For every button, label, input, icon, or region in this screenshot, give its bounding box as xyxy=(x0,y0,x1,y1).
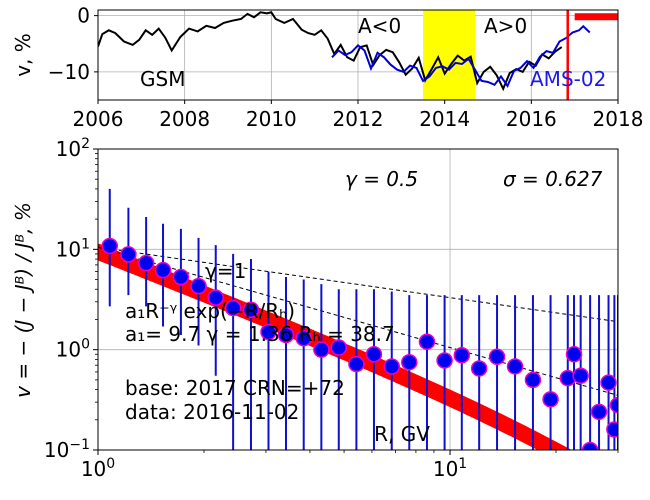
top-xtick-label: 2018 xyxy=(593,107,644,131)
data-point xyxy=(295,329,312,347)
data-point xyxy=(590,403,608,421)
top-xtick-label: 2010 xyxy=(246,107,297,131)
bottom-ytick-label: 100 xyxy=(56,337,90,362)
error-bars-group xyxy=(108,188,618,450)
data-point xyxy=(172,268,190,286)
data-point xyxy=(190,277,207,295)
bottom-xlabel: R, GV xyxy=(374,422,430,446)
top-ticks: 2006 2008 2010 2012 2014 2016 2018 0 −10 xyxy=(48,4,644,131)
data-point xyxy=(224,299,242,317)
data-point xyxy=(137,254,155,272)
data-point xyxy=(572,367,589,384)
data-point xyxy=(606,421,618,438)
bottom-ytick-label: 10−1 xyxy=(44,437,90,462)
top-xtick-label: 2014 xyxy=(419,107,470,131)
data-point xyxy=(330,339,348,356)
data-point xyxy=(542,391,559,408)
data-point xyxy=(401,353,418,371)
reference-line-2 xyxy=(98,246,618,323)
shaded-region xyxy=(423,10,475,100)
data-point xyxy=(313,341,330,358)
data-point xyxy=(488,348,506,365)
data-point xyxy=(277,326,295,344)
gamma1-label: γ=1 xyxy=(205,259,246,283)
data-point xyxy=(600,374,617,391)
top-ylabel: v, % xyxy=(11,33,35,77)
top-xtick-label: 2008 xyxy=(159,107,210,131)
sigma-label: σ = 0.627 xyxy=(503,167,603,191)
data-point xyxy=(260,323,277,341)
gsm-series-line xyxy=(98,11,563,92)
data-point xyxy=(120,246,137,263)
reference-lines-group xyxy=(98,246,618,396)
bottom-xtick-label: 100 xyxy=(81,456,115,481)
data-text: data: 2016-11-02 xyxy=(125,400,299,424)
top-xtick-label: 2012 xyxy=(333,107,384,131)
data-point xyxy=(609,396,618,414)
data-point xyxy=(453,346,471,364)
top-xtick-label: 2006 xyxy=(73,107,124,131)
top-ytick-label: 0 xyxy=(77,4,90,28)
data-point xyxy=(436,352,453,369)
data-point xyxy=(365,346,383,363)
data-point xyxy=(383,358,400,375)
top-series-group xyxy=(98,11,591,92)
top-ytick-label: −10 xyxy=(48,60,90,84)
data-point xyxy=(242,301,260,318)
data-point xyxy=(348,355,365,373)
bottom-axes-frame xyxy=(97,148,619,451)
data-point xyxy=(506,358,524,375)
data-point xyxy=(565,346,583,363)
annotation-ams: AMS-02 xyxy=(530,67,606,91)
top-panel: 2006 2008 2010 2012 2014 2016 2018 0 −10 v, % GS… xyxy=(11,4,643,131)
base-text: base: 2017 CRN=+72 xyxy=(125,376,345,400)
ams-series-line xyxy=(331,24,591,88)
data-point xyxy=(418,333,436,350)
bottom-ylabel: v = − (J − Jᴮ) / Jᴮ, % xyxy=(11,202,35,398)
bottom-ytick-label: 102 xyxy=(56,136,90,161)
bottom-xtick-label: 101 xyxy=(433,456,467,481)
formula-line2: a₁= 9.7 γ = 1.36 Rₕ = 38.7 xyxy=(125,322,395,346)
formula-line1: a₁R⁻ᵞ exp(−R/Rₕ) xyxy=(125,299,295,323)
data-point xyxy=(524,371,542,389)
data-point xyxy=(581,441,599,450)
data-point xyxy=(470,360,488,377)
bottom-ytick-label: 101 xyxy=(56,236,90,261)
data-points-group xyxy=(101,237,618,450)
data-point xyxy=(154,261,172,279)
annotation-gsm: GSM xyxy=(140,67,185,91)
annotation-a-neg: A<0 xyxy=(358,14,401,38)
top-xtick-label: 2016 xyxy=(506,107,557,131)
data-point xyxy=(101,237,119,255)
annotation-a-pos: A>0 xyxy=(484,14,527,38)
reference-line-1 xyxy=(98,246,618,396)
gamma-label: γ = 0.5 xyxy=(345,167,418,191)
data-point xyxy=(207,289,224,306)
